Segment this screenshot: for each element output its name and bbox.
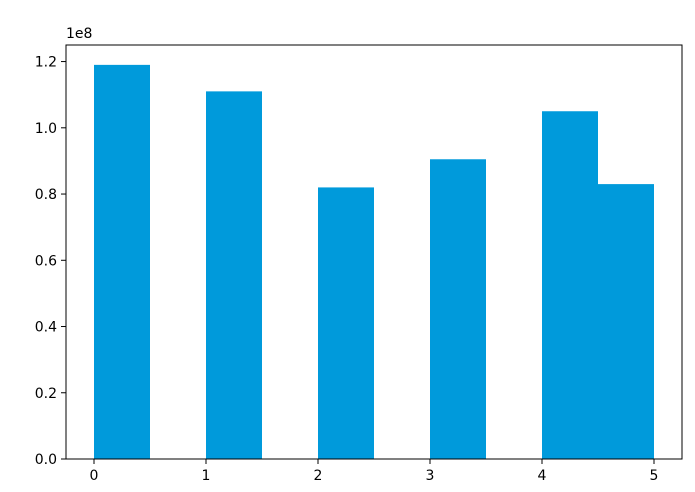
y-tick-label: 0.4	[35, 320, 57, 336]
bar-4	[542, 111, 598, 460]
y-tick-label: 0.0	[35, 452, 57, 468]
bar-5	[598, 184, 654, 459]
bar-0	[94, 64, 150, 459]
x-tick-label: 5	[650, 468, 659, 484]
x-tick-label: 1	[202, 468, 211, 484]
x-axis-ticks: 0 1 2 3 4 5	[90, 459, 659, 484]
bar-2	[318, 187, 374, 459]
y-tick-label: 1.2	[35, 55, 57, 71]
y-tick-label: 0.2	[35, 386, 57, 402]
bar-1	[206, 91, 262, 460]
x-tick-label: 0	[90, 468, 99, 484]
y-axis-ticks: 0.0 0.2 0.4 0.6 0.8 1.0 1.2	[35, 55, 66, 468]
y-tick-label: 0.6	[35, 253, 57, 269]
bar-3	[430, 159, 486, 459]
y-tick-label: 0.8	[35, 187, 57, 203]
x-tick-label: 3	[426, 468, 435, 484]
x-tick-label: 4	[538, 468, 547, 484]
x-tick-label: 2	[314, 468, 323, 484]
bars-group	[94, 64, 654, 460]
y-axis-offset-label: 1e8	[66, 26, 92, 42]
axes-frame	[65, 44, 683, 460]
y-tick-label: 1.0	[35, 121, 57, 137]
